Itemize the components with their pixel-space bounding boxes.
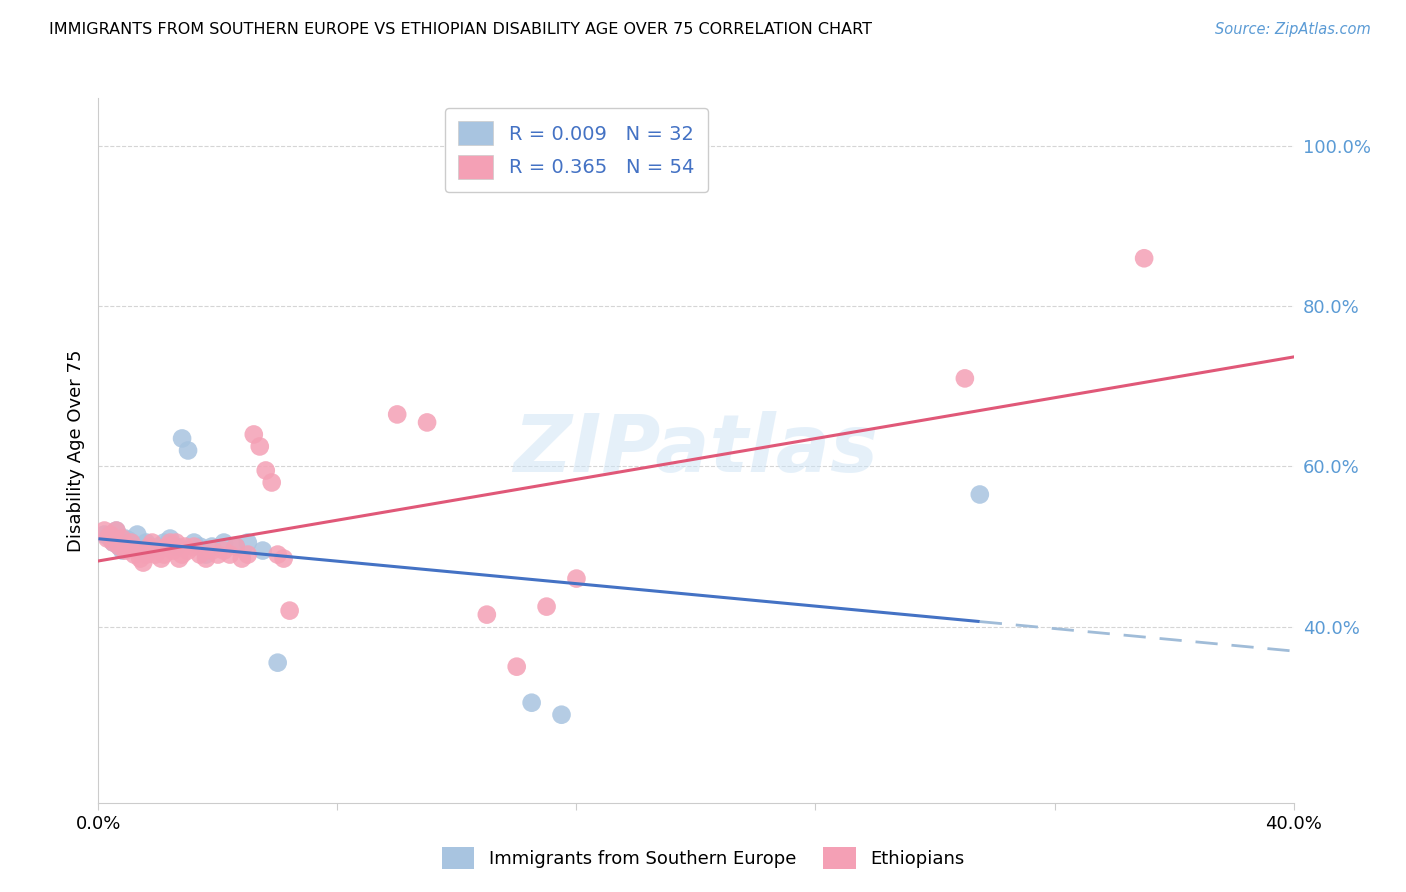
Point (188, 540, 211, 554)
Point (114, 543, 136, 558)
Point (260, 475, 283, 490)
Point (177, 543, 200, 558)
Point (165, 540, 187, 554)
Point (132, 556, 155, 570)
Point (225, 540, 247, 554)
Point (953, 371, 976, 385)
Point (135, 535, 157, 549)
Point (159, 532, 181, 546)
Point (565, 572, 588, 586)
Point (120, 535, 142, 549)
Point (1133, 252, 1156, 266)
Point (96, 532, 118, 546)
Point (219, 548, 242, 562)
Point (156, 540, 179, 554)
Point (550, 707, 572, 722)
Point (231, 551, 253, 566)
Point (188, 548, 211, 562)
Point (117, 540, 139, 554)
Point (172, 548, 194, 562)
Point (135, 548, 157, 562)
Point (165, 535, 187, 549)
Point (167, 551, 190, 566)
Point (141, 535, 163, 549)
Point (177, 443, 200, 458)
Point (127, 543, 149, 558)
Point (98, 527, 122, 541)
Legend: R = 0.009   N = 32, R = 0.365   N = 54: R = 0.009 N = 32, R = 0.365 N = 54 (444, 108, 709, 193)
Point (969, 487, 991, 501)
Point (201, 540, 224, 554)
Point (174, 540, 197, 554)
Text: IMMIGRANTS FROM SOUTHERN EUROPE VS ETHIOPIAN DISABILITY AGE OVER 75 CORRELATION : IMMIGRANTS FROM SOUTHERN EUROPE VS ETHIO… (49, 22, 872, 37)
Legend: Immigrants from Southern Europe, Ethiopians: Immigrants from Southern Europe, Ethiopi… (434, 839, 972, 876)
Point (108, 540, 131, 554)
Point (207, 548, 229, 562)
Point (111, 543, 134, 558)
Point (520, 696, 543, 710)
Point (254, 463, 277, 477)
Text: Source: ZipAtlas.com: Source: ZipAtlas.com (1215, 22, 1371, 37)
Point (98, 532, 122, 546)
Point (249, 440, 271, 454)
Point (103, 535, 125, 549)
Point (267, 656, 290, 670)
Point (225, 540, 247, 554)
Point (127, 527, 149, 541)
Point (93, 527, 115, 541)
Point (120, 535, 142, 549)
Point (183, 540, 205, 554)
Point (138, 540, 160, 554)
Point (195, 551, 218, 566)
Point (105, 524, 128, 538)
Point (103, 535, 125, 549)
Point (416, 416, 439, 430)
Point (506, 659, 529, 673)
Point (105, 524, 128, 538)
Point (172, 432, 194, 446)
Point (267, 548, 290, 562)
Point (124, 540, 146, 554)
Point (129, 543, 152, 558)
Point (385, 408, 409, 422)
Point (93, 524, 115, 538)
Point (212, 543, 235, 558)
Point (183, 535, 205, 549)
Point (150, 551, 173, 566)
Point (148, 543, 170, 558)
Point (143, 548, 166, 562)
Point (236, 548, 259, 562)
Point (212, 535, 235, 549)
Point (148, 540, 170, 554)
Point (153, 548, 176, 562)
Point (129, 551, 152, 566)
Point (108, 540, 131, 554)
Point (536, 599, 558, 614)
Point (475, 607, 498, 622)
Point (243, 427, 266, 442)
Point (124, 548, 146, 562)
Point (252, 543, 274, 558)
Point (278, 604, 301, 618)
Point (111, 532, 134, 546)
Point (236, 535, 259, 549)
Point (117, 533, 139, 548)
Point (153, 535, 176, 549)
Y-axis label: Disability Age Over 75: Disability Age Over 75 (66, 349, 84, 552)
Point (114, 532, 136, 546)
Point (141, 541, 163, 556)
Text: ZIPatlas: ZIPatlas (513, 411, 879, 490)
Point (195, 548, 218, 562)
Point (159, 535, 181, 549)
Point (201, 543, 224, 558)
Point (273, 551, 295, 566)
Point (162, 543, 184, 558)
